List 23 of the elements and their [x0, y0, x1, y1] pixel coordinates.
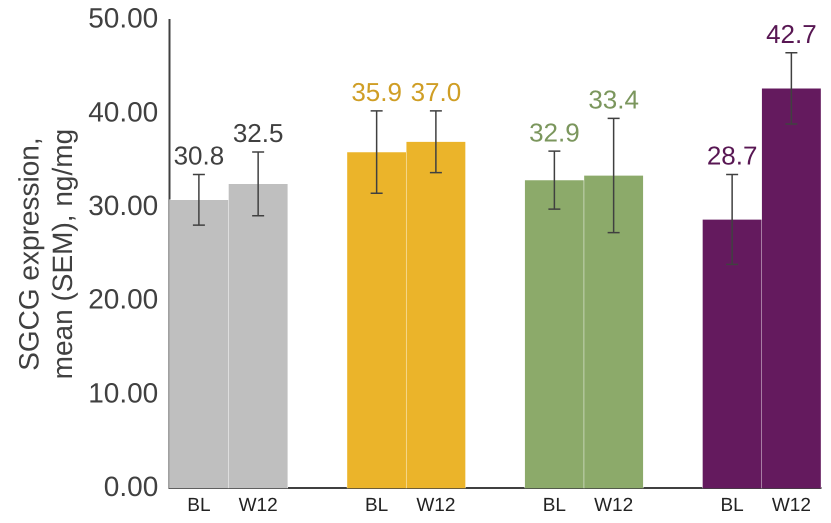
y-tick-label: 50.00 [88, 2, 158, 34]
x-tick-label: BL [187, 494, 211, 516]
y-tick-label: 0.00 [104, 470, 158, 502]
y-tick-label: 40.00 [88, 96, 158, 128]
data-label: 32.5 [232, 118, 284, 148]
data-label: 32.9 [529, 117, 580, 148]
y-tick-label: 30.00 [88, 190, 158, 221]
x-tick-label: W12 [772, 494, 811, 516]
x-tick-label: W12 [238, 494, 278, 516]
x-tick-label: W12 [416, 494, 456, 516]
y-tick-label: 10.00 [88, 377, 158, 408]
data-label: 42.7 [766, 18, 817, 49]
y-axis-title: SGCG expression, mean (SEM), ng/mg [14, 128, 78, 380]
data-label: 37.0 [410, 77, 462, 108]
x-tick-label: W12 [594, 494, 634, 516]
data-label: 35.9 [351, 77, 402, 108]
data-label: 28.7 [706, 140, 758, 171]
data-label: 30.8 [174, 140, 224, 171]
x-tick-label: BL [365, 494, 388, 516]
x-tick-label: BL [720, 494, 744, 516]
data-label: 33.4 [588, 84, 639, 114]
x-tick-label: BL [542, 494, 566, 516]
y-tick-label: 20.00 [88, 284, 158, 315]
